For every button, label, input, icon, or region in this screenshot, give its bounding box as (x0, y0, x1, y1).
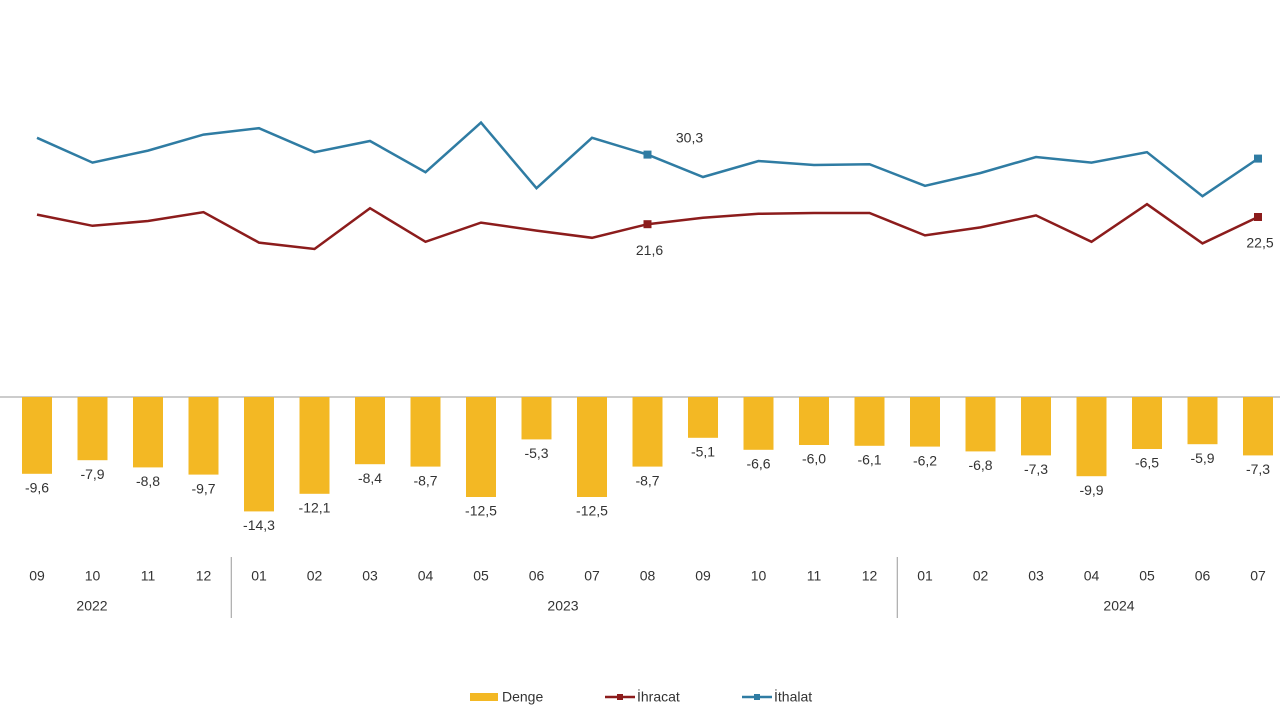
bar (910, 397, 940, 447)
year-label: 2023 (547, 598, 578, 614)
year-label: 2024 (1103, 598, 1134, 614)
x-tick-label: 08 (640, 568, 656, 584)
legend-label: İhracat (637, 688, 680, 705)
bar (22, 397, 52, 474)
x-tick-label: 09 (29, 568, 45, 584)
bar-label: -12,5 (576, 503, 608, 519)
bar-label: -6,0 (802, 451, 826, 467)
x-tick-label: 12 (862, 568, 878, 584)
bar-label: -8,4 (358, 470, 382, 486)
x-tick-label: 04 (418, 568, 434, 584)
x-tick-label: 09 (695, 568, 711, 584)
bar (1187, 397, 1218, 445)
bar-label: -7,9 (80, 466, 104, 482)
x-tick-label: 01 (251, 568, 267, 584)
bar (799, 397, 829, 445)
line (36, 120, 1259, 198)
bar-label: -6,1 (857, 452, 881, 468)
bar (299, 397, 330, 494)
x-tick-label: 11 (807, 568, 822, 584)
bar (1076, 397, 1107, 477)
bar-label: -6,6 (746, 456, 770, 472)
bar (77, 397, 108, 461)
point-marker (643, 150, 652, 159)
bar (854, 397, 885, 446)
bar (743, 397, 774, 450)
legend-swatch (617, 694, 623, 700)
bar (133, 397, 163, 468)
bar-label: -9,7 (191, 480, 215, 496)
legend-label: İthalat (774, 688, 812, 705)
bar (410, 397, 441, 467)
bar (688, 397, 718, 438)
x-tick-label: 05 (1139, 568, 1155, 584)
bar-label: -14,3 (243, 517, 275, 533)
bar (521, 397, 552, 440)
bar (466, 397, 496, 497)
bar-label: -6,2 (913, 452, 937, 468)
point-label: 30,3 (676, 129, 703, 145)
bar (1243, 397, 1273, 456)
bar (244, 397, 274, 512)
x-tick-label: 05 (473, 568, 489, 584)
x-tick-label: 04 (1084, 568, 1100, 584)
legend-swatch (754, 694, 760, 700)
point-label: 21,6 (636, 242, 663, 258)
x-tick-label: 10 (85, 568, 101, 584)
bar-label: -12,5 (465, 503, 497, 519)
bar (577, 397, 607, 497)
x-tick-label: 07 (1250, 568, 1266, 584)
x-tick-label: 03 (1028, 568, 1044, 584)
bar-label: -8,7 (413, 472, 437, 488)
bar-label: -7,3 (1024, 461, 1048, 477)
x-tick-label: 07 (584, 568, 600, 584)
bar-label: -6,5 (1135, 455, 1159, 471)
bar (1021, 397, 1051, 456)
bar-label: -9,9 (1079, 482, 1103, 498)
bar (355, 397, 385, 465)
point-marker (1254, 154, 1262, 163)
x-tick-label: 06 (1195, 568, 1211, 584)
x-tick-label: 11 (141, 568, 156, 584)
point-label: 22,5 (1246, 235, 1273, 251)
bar (632, 397, 663, 467)
legend-label: Denge (502, 689, 543, 705)
bar-label: -12,1 (299, 500, 331, 516)
bar (188, 397, 219, 475)
bar-label: -8,7 (635, 472, 659, 488)
bar-label: -7,3 (1246, 461, 1270, 477)
bar-label: -5,1 (691, 444, 715, 460)
bar-label: -9,6 (25, 480, 49, 496)
x-tick-label: 01 (917, 568, 933, 584)
x-tick-label: 03 (362, 568, 378, 584)
x-tick-label: 12 (196, 568, 212, 584)
x-tick-label: 02 (973, 568, 989, 584)
bar-label: -5,9 (1190, 450, 1214, 466)
year-label: 2022 (76, 598, 107, 614)
bar-label: -6,8 (968, 457, 992, 473)
bar-label: -5,3 (524, 445, 548, 461)
point-marker (1254, 213, 1262, 221)
bar-label: -8,8 (136, 473, 160, 489)
x-tick-label: 02 (307, 568, 323, 584)
bar (965, 397, 996, 452)
bar (1132, 397, 1162, 449)
x-tick-label: 10 (751, 568, 767, 584)
point-marker (643, 220, 652, 229)
x-tick-label: 06 (529, 568, 545, 584)
legend-swatch (470, 693, 498, 701)
